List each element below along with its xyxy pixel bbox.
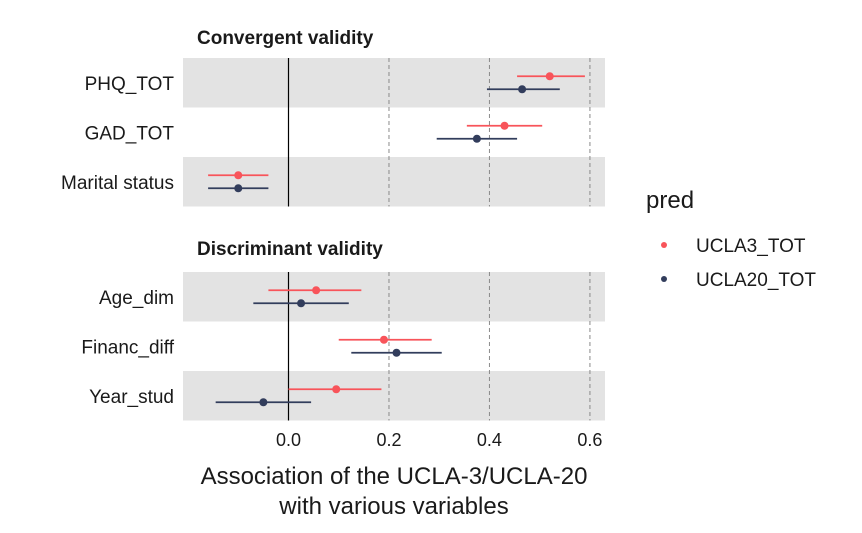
y-tick-label: Year_stud [89, 387, 174, 408]
estimate-point [379, 335, 388, 344]
estimate-point [297, 299, 306, 308]
y-tick-label: GAD_TOT [85, 123, 175, 144]
x-axis-title: Association of the UCLA-3/UCLA-20 [201, 463, 588, 490]
x-tick-label: 0.4 [477, 430, 502, 450]
y-tick-label: Financ_diff [81, 337, 174, 358]
legend-label: UCLA3_TOT [696, 236, 806, 257]
facet-panel: Discriminant validity Age_dim Financ_diff Y… [81, 239, 605, 421]
y-tick-label: Age_dim [99, 288, 174, 309]
estimate-point [234, 171, 243, 180]
estimate-point [500, 121, 509, 130]
y-tick-label: PHQ_TOT [85, 74, 175, 95]
facet-title: Convergent validity [197, 28, 374, 49]
x-tick-label: 0.0 [276, 430, 301, 450]
estimate-point [392, 348, 401, 357]
x-tick-label: 0.2 [376, 430, 401, 450]
estimate-point [234, 184, 243, 193]
estimate-point [312, 286, 321, 295]
legend-label: UCLA20_TOT [696, 270, 816, 291]
facet-panel: Convergent validity PHQ_TOT GAD_TOT Marital… [61, 28, 605, 207]
legend: pred UCLA3_TOT UCLA20_TOT [646, 187, 816, 291]
row-band [183, 272, 605, 322]
row-band [183, 58, 605, 108]
legend-key [661, 242, 667, 248]
legend-title: pred [646, 187, 694, 214]
row-band [183, 157, 605, 207]
x-axis: 0.0 0.2 0.4 0.6 Association of the UCLA-3/UC… [201, 430, 603, 520]
estimate-point [259, 398, 268, 407]
x-axis-title: with various variables [278, 493, 508, 520]
estimate-point [472, 134, 481, 143]
row-band [183, 371, 605, 421]
facets-layer: Convergent validity PHQ_TOT GAD_TOT Marital… [61, 28, 605, 421]
facet-title: Discriminant validity [197, 239, 383, 260]
estimate-point [518, 85, 527, 94]
legend-key [661, 276, 667, 282]
estimate-point [332, 385, 341, 394]
estimate-point [545, 72, 554, 81]
y-tick-label: Marital status [61, 173, 174, 194]
x-tick-label: 0.6 [577, 430, 602, 450]
